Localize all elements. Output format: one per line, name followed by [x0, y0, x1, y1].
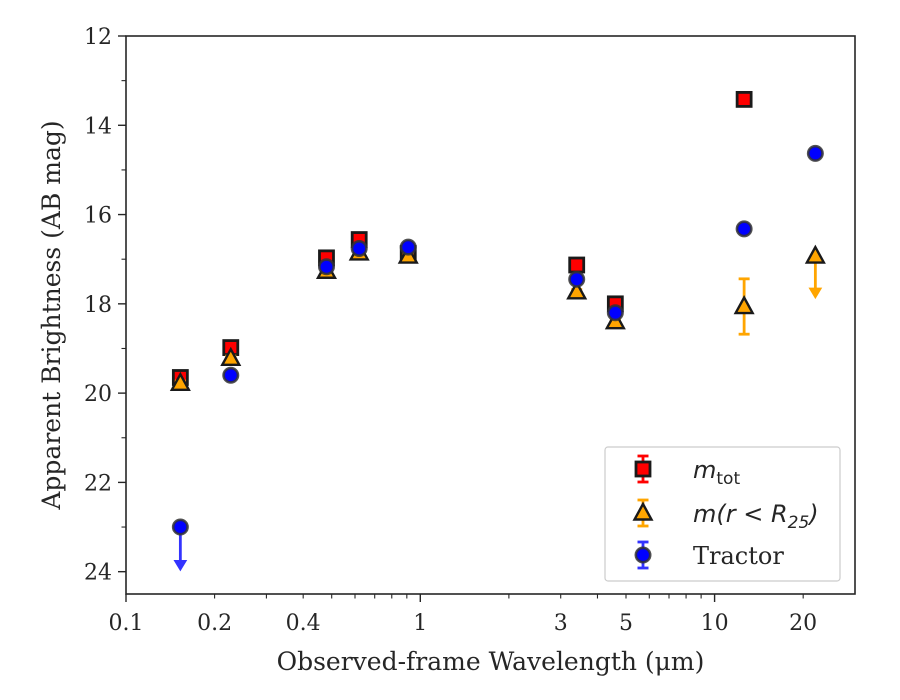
square-marker [735, 90, 753, 108]
square-marker [568, 256, 586, 274]
triangle-marker [220, 346, 242, 367]
legend-entry: mtot [634, 454, 740, 489]
circle-marker [317, 258, 335, 276]
legend-label: mtot [693, 456, 740, 489]
triangle-marker [632, 501, 654, 521]
series-2 [171, 144, 824, 572]
circle-marker [399, 238, 417, 256]
y-axis: 12 14 16 18 20 22 24 [84, 25, 126, 586]
circle-marker [350, 239, 368, 257]
plot-frame [125, 35, 856, 595]
square-marker [634, 460, 652, 478]
triangle-marker [733, 295, 755, 315]
circle-marker [568, 270, 586, 288]
legend-box [604, 446, 841, 582]
x-tick-label: 5 [619, 611, 633, 636]
x-tick-label: 1 [413, 611, 427, 636]
y-tick-label: 14 [84, 114, 112, 139]
x-axis: 0.1 0.2 0.4 1 3 5 10 20 [109, 594, 817, 636]
x-tick-label: 20 [789, 611, 817, 636]
y-tick-label: 16 [84, 204, 112, 229]
y-tick-label: 18 [84, 293, 112, 318]
y-tick-label: 22 [84, 471, 112, 496]
x-tick-label: 10 [701, 611, 729, 636]
upper-limit-arrow [808, 287, 823, 300]
legend-entry: m(r < R25) [632, 498, 819, 533]
y-axis-label: Apparent Brightness (AB mag) [37, 120, 66, 510]
x-axis-label: Observed-frame Wavelength (μm) [277, 647, 705, 676]
y-tick-label: 12 [84, 25, 112, 50]
legend: mtot m(r < R25) Tractor [604, 446, 841, 582]
upper-limit-arrow [173, 559, 188, 572]
legend-label: m(r < R25) [693, 500, 819, 533]
triangle-marker [566, 280, 588, 300]
plot-elements [169, 90, 826, 572]
legend-label: Tractor [693, 542, 784, 570]
x-tick-label: 3 [554, 611, 568, 636]
triangle-marker [804, 244, 826, 264]
circle-marker [606, 304, 624, 322]
circle-marker [171, 518, 189, 536]
legend-entry: Tractor [634, 540, 784, 570]
triangle-marker [169, 371, 191, 391]
y-tick-label: 20 [84, 382, 112, 407]
x-tick-label: 0.1 [109, 611, 144, 636]
circle-marker [806, 144, 824, 162]
y-tick-label: 24 [84, 561, 112, 586]
x-tick-label: 0.4 [286, 611, 321, 636]
circle-marker [222, 366, 240, 384]
circle-marker [634, 546, 652, 564]
x-tick-label: 0.2 [197, 611, 232, 636]
circle-marker [735, 220, 753, 238]
